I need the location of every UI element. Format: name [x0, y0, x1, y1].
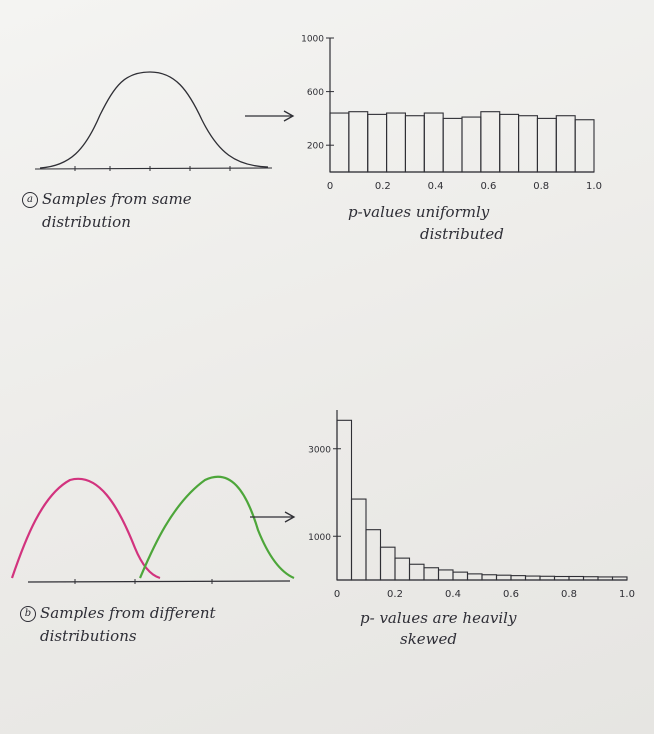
x-tick-label: 0.2 — [375, 181, 391, 192]
curves-baseline — [27, 580, 291, 583]
x-tick-label: 0.6 — [503, 589, 519, 600]
x-tick-label: 1.0 — [586, 181, 602, 192]
arrow-a — [245, 110, 295, 122]
hist-bar — [510, 575, 527, 581]
hist-bar — [367, 113, 388, 173]
hist-bar — [348, 111, 369, 173]
y-tick-label: 3000 — [308, 445, 331, 455]
hist-bar — [518, 115, 538, 173]
arrow-b — [250, 511, 296, 523]
bell-curve-same — [39, 71, 269, 169]
panel-b-marker: b — [20, 606, 36, 622]
hist-bar — [536, 117, 557, 173]
x-tick-label: 0.4 — [428, 181, 444, 192]
panel-b-curves — [10, 475, 295, 584]
hist-bar — [568, 575, 585, 581]
x-tick-label: 0 — [327, 181, 333, 192]
hist-bar — [394, 557, 411, 581]
bell-curve-baseline — [34, 167, 273, 170]
green-bell-curve — [138, 475, 295, 580]
hist-bar — [553, 575, 570, 581]
panel-a-bell-curve — [34, 71, 273, 171]
hist-bar — [379, 546, 396, 581]
x-tick-label: 0.2 — [387, 589, 403, 600]
hist-bar — [452, 571, 469, 581]
hist-bar — [423, 112, 444, 173]
hist-a-caption-line2: distributed — [420, 225, 504, 243]
hist-bar — [480, 111, 501, 173]
x-tick-label: 0 — [334, 589, 340, 600]
x-tick-label: 0.8 — [533, 181, 549, 192]
hist-bar — [336, 419, 353, 581]
y-tick-label: 1000 — [301, 35, 324, 45]
hist-bar — [582, 576, 599, 581]
panel-a-marker: a — [22, 192, 38, 208]
panel-b-caption-line2: distributions — [40, 627, 137, 645]
arrow-b-head — [284, 511, 296, 523]
hist-b-caption-line1: p- values are heavily — [360, 609, 517, 627]
histogram-uniform: 200 600 1000 0 0.2 0.4 0.6 0.8 1.0 — [301, 35, 602, 193]
histogram-skewed: 1000 3000 0 0.2 0.4 0.6 0.8 1.0 — [308, 410, 635, 600]
hist-bar — [495, 574, 512, 581]
hist-bar — [386, 112, 406, 173]
hist-a-caption-line1: p-values uniformly — [348, 203, 490, 221]
x-tick-label: 0.4 — [445, 589, 461, 600]
hist-bar — [408, 563, 425, 581]
hist-bar — [461, 116, 482, 173]
hist-bar — [329, 112, 350, 173]
hist-bar — [499, 113, 520, 173]
y-tick-label: 600 — [307, 88, 324, 98]
hist-bar — [555, 115, 576, 173]
hist-bar — [574, 119, 595, 173]
x-tick-label: 1.0 — [619, 589, 635, 600]
y-tick-label: 200 — [307, 142, 324, 152]
panel-b-caption-line1: Samples from different — [40, 604, 216, 622]
hist-bar — [597, 576, 614, 581]
hist-bar — [442, 117, 463, 173]
x-tick-label: 0.8 — [561, 589, 577, 600]
hist-bar — [481, 574, 498, 581]
hist-bar — [466, 573, 483, 581]
arrow-a-head — [283, 110, 295, 122]
hist-bar — [423, 567, 440, 581]
hist-bar — [404, 115, 425, 173]
hist-bar — [437, 569, 454, 581]
x-tick-label: 0.6 — [480, 181, 496, 192]
panel-a-caption-line1: Samples from same — [42, 190, 192, 208]
hist-bar — [350, 498, 367, 581]
y-tick-label: 1000 — [308, 533, 331, 543]
hist-bar — [365, 529, 382, 581]
panel-a-caption-line2: distribution — [42, 213, 131, 231]
hist-bar — [611, 576, 628, 581]
pink-bell-curve — [10, 477, 161, 580]
hist-b-caption-line2: skewed — [400, 630, 457, 648]
